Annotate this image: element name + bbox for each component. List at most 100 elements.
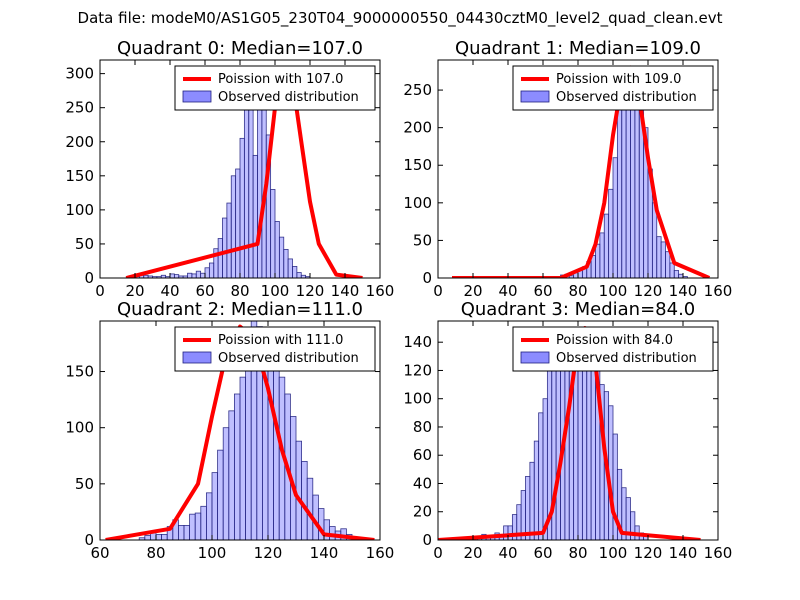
x-tick-label: 140 xyxy=(310,544,339,562)
x-tick-label: 120 xyxy=(296,282,325,300)
histogram-bar xyxy=(183,525,190,540)
histogram-bar xyxy=(208,262,215,278)
subplot-title: Quadrant 0: Median=107.0 xyxy=(117,38,363,59)
legend-bar-swatch xyxy=(520,90,550,103)
y-tick-label: 200 xyxy=(403,119,432,137)
histogram-bar xyxy=(205,492,213,540)
legend-label-hist: Observed distribution xyxy=(218,351,359,366)
x-tick-label: 100 xyxy=(261,282,290,300)
histogram-bar xyxy=(200,272,206,278)
histogram-bar xyxy=(503,525,509,540)
histogram-bar xyxy=(608,188,614,278)
legend-label-curve: Poission with 109.0 xyxy=(556,72,681,87)
x-tick-label: 60 xyxy=(90,544,109,562)
histogram-bar xyxy=(195,270,202,278)
histogram-bar xyxy=(586,341,592,540)
subplot-title: Quadrant 3: Median=84.0 xyxy=(461,299,696,320)
histogram-bar xyxy=(200,505,207,540)
histogram-bar xyxy=(173,274,180,278)
y-tick-label: 150 xyxy=(403,156,432,174)
y-tick-label: 0 xyxy=(422,531,432,549)
legend-label-curve: Poission with 111.0 xyxy=(218,333,343,348)
histogram-bar xyxy=(211,472,218,540)
subplot-title: Quadrant 2: Median=111.0 xyxy=(117,299,363,320)
y-tick-label: 0 xyxy=(422,269,432,287)
legend-label-curve: Poission with 84.0 xyxy=(556,333,673,348)
legend-frame xyxy=(174,65,376,111)
histogram-bar xyxy=(187,272,193,278)
y-tick-label: 50 xyxy=(75,475,94,493)
histogram-bar xyxy=(634,93,640,278)
y-tick-label: 150 xyxy=(65,167,94,185)
y-tick-label: 100 xyxy=(65,419,94,437)
legend-label-hist: Observed distribution xyxy=(218,90,359,105)
x-tick-label: 160 xyxy=(704,282,733,300)
y-tick-label: 140 xyxy=(403,333,432,351)
histogram-bar xyxy=(270,189,276,278)
histogram-bar xyxy=(296,272,302,278)
x-tick-label: 0 xyxy=(433,282,443,300)
subplot-2: 60 80 100 120 140 160 0 50 100 150 Quadrant 2: Med… xyxy=(65,299,394,562)
x-tick-label: 40 xyxy=(498,282,517,300)
histogram-bar xyxy=(161,533,168,540)
histogram-bar xyxy=(155,533,162,540)
x-tick-label: 140 xyxy=(331,282,360,300)
y-tick-label: 100 xyxy=(403,194,432,212)
legend: Poission with 111.0 Observed distribution xyxy=(174,326,376,372)
histogram-bar xyxy=(235,168,241,278)
x-tick-label: 60 xyxy=(195,282,214,300)
legend-frame xyxy=(512,65,714,111)
x-tick-label: 40 xyxy=(498,544,517,562)
histogram-bar xyxy=(603,213,610,278)
x-tick-label: 160 xyxy=(704,544,733,562)
x-tick-label: 100 xyxy=(599,544,628,562)
x-tick-label: 60 xyxy=(533,282,552,300)
x-tick-label: 20 xyxy=(125,282,144,300)
histogram-bar xyxy=(189,513,196,540)
legend: Poission with 107.0 Observed distribution xyxy=(174,65,376,111)
y-tick-label: 120 xyxy=(403,361,432,379)
y-tick-label: 100 xyxy=(403,390,432,408)
axes-frame xyxy=(99,320,381,541)
histogram-bar xyxy=(533,440,540,540)
histogram xyxy=(555,67,688,278)
legend-bar-swatch xyxy=(182,351,212,364)
histogram-bar xyxy=(230,175,237,278)
histogram-bar xyxy=(267,343,274,540)
y-tick-label: 250 xyxy=(65,99,94,117)
histogram-bar xyxy=(217,238,223,278)
histogram-bar xyxy=(581,355,588,540)
histogram-bar xyxy=(673,270,680,278)
x-tick-label: 140 xyxy=(669,544,698,562)
histogram-bar xyxy=(678,273,684,278)
x-tick-label: 80 xyxy=(146,544,165,562)
x-tick-label: 60 xyxy=(533,544,552,562)
y-tick-label: 100 xyxy=(65,201,94,219)
x-tick-label: 100 xyxy=(198,544,227,562)
histogram-bar xyxy=(239,376,246,540)
histogram-bar xyxy=(292,266,298,278)
y-tick-label: 0 xyxy=(84,269,94,287)
histogram-bar xyxy=(233,393,241,540)
histogram-bar xyxy=(169,273,175,278)
histogram-bar xyxy=(599,232,605,278)
y-tick-label: 80 xyxy=(413,418,432,436)
histogram-bar xyxy=(191,273,197,278)
histogram-bar xyxy=(507,525,513,540)
subplot-1: 0 20 40 60 80 100 120 140 160 0 50 100 150 200 250 Quad… xyxy=(403,38,732,300)
x-tick-label: 40 xyxy=(160,282,179,300)
x-tick-label: 100 xyxy=(599,282,628,300)
legend: Poission with 84.0 Observed distribution xyxy=(512,326,714,372)
histogram-bar xyxy=(226,202,232,278)
subplot-title: Quadrant 1: Median=109.0 xyxy=(455,38,701,59)
legend-label-curve: Poission with 107.0 xyxy=(218,72,343,87)
legend-label-hist: Observed distribution xyxy=(556,351,697,366)
histogram-bar xyxy=(217,449,224,540)
histogram-bar xyxy=(278,236,285,278)
subplot-0: 0 20 40 60 80 100 120 140 160 0 50 100 150 200 250 300 Q… xyxy=(65,38,394,300)
x-tick-label: 20 xyxy=(463,282,482,300)
subplot-3: 0 20 40 60 80 100 120 140 160 0 20 40 60 80 100 120 140 Q… xyxy=(403,299,732,562)
histogram-bar xyxy=(656,236,662,278)
histogram-bar xyxy=(252,154,258,278)
